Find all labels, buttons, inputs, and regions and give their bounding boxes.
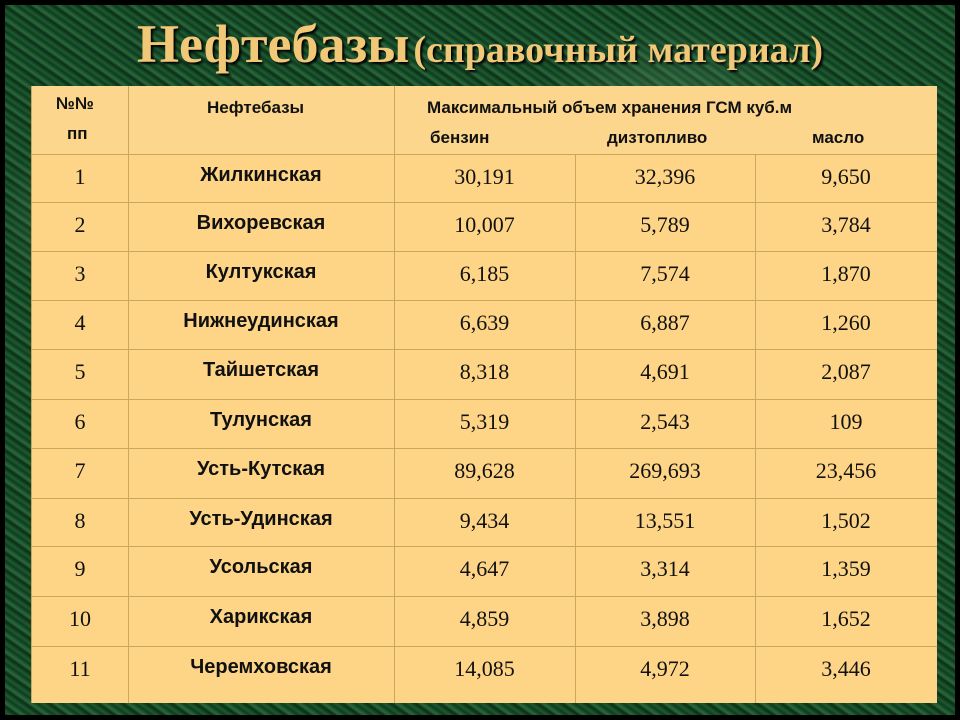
depot-name: Жилкинская: [200, 164, 322, 186]
depot-name: Тулунская: [210, 409, 312, 431]
depot-name: Усть-Удинская: [189, 508, 333, 530]
header-oil: масло: [812, 128, 865, 147]
petrol-volume: 14,085: [454, 656, 515, 681]
row-divider: [32, 596, 937, 597]
oil-volume: 1,870: [821, 261, 871, 286]
depot-name: Вихоревская: [196, 212, 326, 234]
header-petrol: бензин: [430, 128, 490, 147]
row-divider: [32, 448, 937, 449]
diesel-volume: 3,898: [640, 606, 690, 631]
diesel-volume: 3,314: [640, 556, 690, 581]
header-num-line1: №№: [56, 94, 94, 113]
row-divider: [32, 498, 937, 499]
depot-name: Черемховская: [190, 656, 332, 678]
header-diesel: дизтопливо: [607, 128, 708, 147]
depot-name: Култукская: [205, 261, 317, 283]
row-divider: [32, 154, 937, 155]
oil-volume: 23,456: [815, 458, 877, 483]
column-divider: [575, 154, 576, 703]
oil-volume: 2,087: [821, 359, 871, 384]
row-number: 7: [74, 458, 86, 483]
oil-volume: 3,446: [821, 656, 871, 681]
row-divider: [32, 251, 937, 252]
oil-depots-table: №№ пп Нефтебазы Максимальный объем хране…: [31, 86, 937, 703]
diesel-volume: 4,691: [640, 359, 690, 384]
petrol-volume: 6,185: [459, 261, 510, 286]
slide-title: Нефтебазы (справочный материал): [0, 4, 960, 84]
petrol-volume: 9,434: [459, 508, 510, 533]
column-divider: [128, 86, 129, 703]
diesel-volume: 6,887: [640, 310, 690, 335]
row-number: 2: [74, 212, 86, 237]
row-divider: [32, 646, 937, 647]
diesel-volume: 13,551: [634, 508, 696, 533]
column-divider: [755, 154, 756, 703]
petrol-volume: 8,318: [459, 359, 510, 384]
diesel-volume: 2,543: [640, 409, 690, 434]
diesel-volume: 5,789: [640, 212, 690, 237]
title-sub: (справочный материал): [413, 29, 824, 71]
row-divider: [32, 399, 937, 400]
diesel-volume: 32,396: [634, 164, 696, 189]
diesel-volume: 4,972: [640, 656, 690, 681]
oil-volume: 1,359: [821, 556, 871, 581]
depot-name: Тайшетская: [202, 359, 320, 381]
petrol-volume: 30,191: [454, 164, 515, 189]
row-divider: [32, 546, 937, 547]
depot-name: Усть-Кутская: [196, 458, 326, 480]
oil-volume: 1,260: [821, 310, 871, 335]
row-number: 9: [74, 556, 86, 581]
row-number: 6: [74, 409, 86, 434]
row-number: 5: [74, 359, 86, 384]
diesel-volume: 269,693: [629, 458, 701, 483]
header-name: Нефтебазы: [207, 98, 305, 117]
row-divider: [32, 300, 937, 301]
oil-volume: 1,652: [821, 606, 871, 631]
depot-name: Нижнеудинская: [183, 310, 339, 332]
row-number: 3: [74, 261, 86, 286]
petrol-volume: 4,859: [459, 606, 510, 631]
row-number: 11: [69, 656, 91, 681]
row-number: 4: [74, 310, 86, 335]
oil-volume: 1,502: [821, 508, 871, 533]
depot-name: Усольская: [209, 556, 313, 578]
oil-volume: 9,650: [821, 164, 871, 189]
depot-name: Харикская: [209, 606, 313, 628]
petrol-volume: 5,319: [459, 409, 510, 434]
petrol-volume: 6,639: [459, 310, 510, 335]
row-number: 8: [74, 508, 86, 533]
diesel-volume: 7,574: [640, 261, 690, 286]
petrol-volume: 4,647: [459, 556, 510, 581]
row-number: 1: [74, 164, 86, 189]
oil-volume: 109: [829, 409, 863, 434]
petrol-volume: 10,007: [454, 212, 515, 237]
oil-volume: 3,784: [821, 212, 871, 237]
petrol-volume: 89,628: [454, 458, 515, 483]
column-divider: [394, 86, 395, 703]
row-divider: [32, 202, 937, 203]
row-divider: [32, 349, 937, 350]
header-capacity: Максимальный объем хранения ГСМ куб.м: [427, 98, 793, 117]
row-number: 10: [69, 606, 91, 631]
title-main: Нефтебазы: [136, 14, 410, 74]
table-header: №№ пп Нефтебазы Максимальный объем хране…: [32, 86, 937, 154]
header-num-line2: пп: [67, 124, 88, 143]
